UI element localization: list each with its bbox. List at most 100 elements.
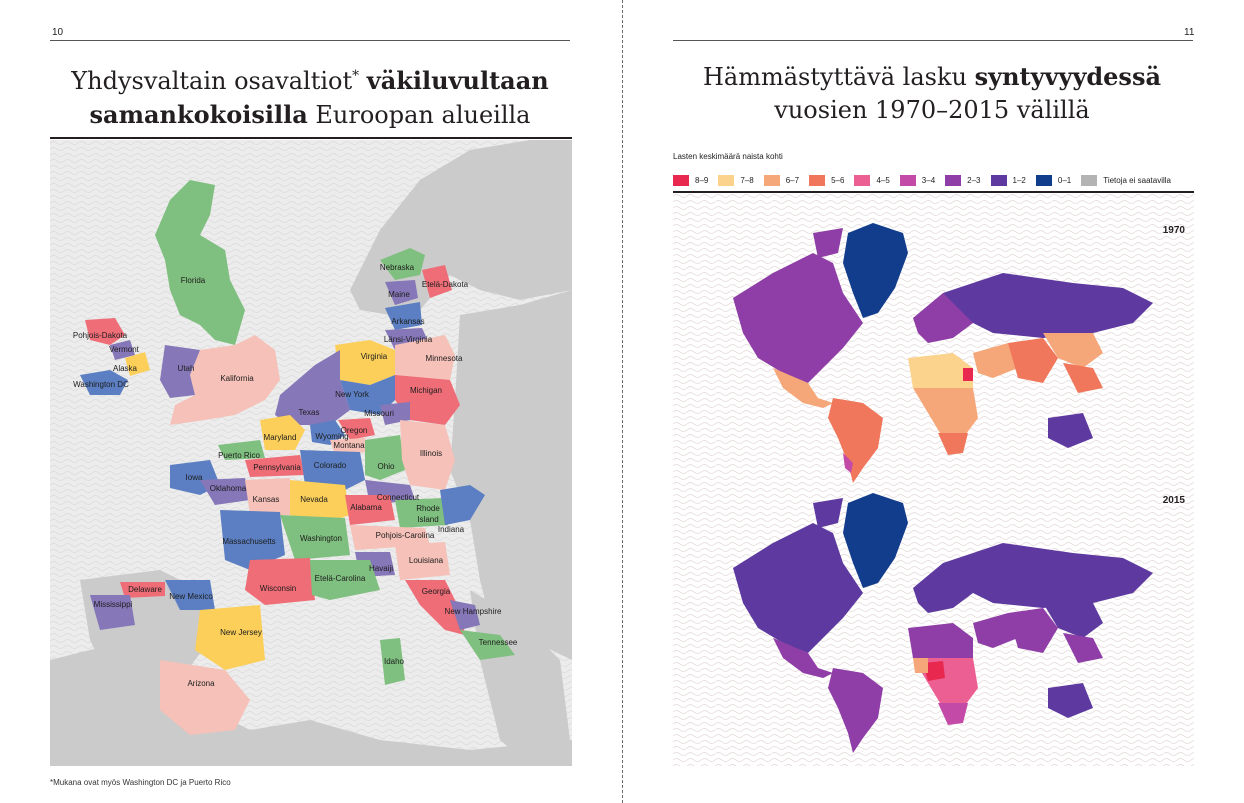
- region-oklahoma: [200, 478, 250, 505]
- region-virginia: [335, 340, 395, 385]
- region-florida: [155, 180, 245, 345]
- label-new-mexico: New Mexico: [169, 592, 213, 601]
- label-alaska: Alaska: [113, 364, 138, 373]
- legend-item: 0–1: [1035, 174, 1071, 186]
- legend-label: 5–6: [831, 175, 845, 185]
- page-number: 11: [1184, 27, 1195, 38]
- label-nevada: Nevada: [300, 495, 328, 504]
- region-rhode-island: [395, 498, 448, 528]
- world-fertility-maps: 1970 2015: [673, 193, 1194, 766]
- legend-label: 3–4: [921, 175, 936, 185]
- legend-swatch: [718, 174, 735, 186]
- label-illinois: Illinois: [420, 449, 442, 458]
- title-text: Yhdysvaltain osavaltiot: [71, 67, 353, 95]
- south-asia-2015: [1008, 608, 1058, 653]
- region-georgia: [405, 580, 465, 635]
- page-divider: [622, 0, 623, 803]
- label-arizona: Arizona: [187, 679, 215, 688]
- legend-item: 3–4: [899, 174, 936, 186]
- region-kansas: [245, 478, 290, 515]
- map-2015: [733, 493, 1153, 753]
- north-america-2015: [733, 523, 863, 653]
- north-africa: [50, 640, 572, 766]
- page-number: 10: [52, 27, 64, 38]
- legend-label: 8–9: [695, 175, 709, 185]
- label-arkansas: Arkansas: [391, 317, 424, 326]
- middle-east-1970: [973, 343, 1018, 378]
- region-pennsylvania: [245, 455, 305, 477]
- region-washington-dc: [80, 370, 128, 395]
- region-new-hampshire: [450, 600, 480, 630]
- label-pohjois-carolina: Pohjois-Carolina: [376, 531, 435, 540]
- title-rule: [50, 137, 572, 139]
- label-havaiji: Havaiji: [369, 564, 393, 573]
- top-rule: [50, 40, 570, 41]
- label-oregon: Oregon: [341, 426, 368, 435]
- label-vermont: Vermont: [109, 345, 140, 354]
- label-nebraska: Nebraska: [380, 263, 415, 272]
- africa-central-1970: [913, 388, 978, 438]
- region-puerto-rico: [218, 440, 265, 460]
- region-etela-carolina: [310, 560, 380, 600]
- region-ohio: [365, 435, 405, 480]
- title-bold: samankokoisilla: [89, 100, 308, 129]
- africa-south-2015: [938, 703, 968, 725]
- region-etela-dakota: [422, 265, 452, 298]
- label-michigan: Michigan: [410, 386, 442, 395]
- australia-1970: [1048, 413, 1093, 448]
- region-new-jersey: [195, 605, 265, 670]
- africa-hotspot-2015: [923, 661, 945, 681]
- region-arizona: [160, 660, 250, 735]
- title-text: vuosien 1970–2015 välillä: [774, 96, 1090, 124]
- legend-item: 2–3: [945, 174, 981, 186]
- region-tennessee: [460, 630, 515, 660]
- label-wyoming: Wyoming: [315, 432, 348, 441]
- label-wisconsin: Wisconsin: [260, 584, 296, 593]
- legend-item: 8–9: [673, 174, 709, 186]
- legend-swatch: [854, 174, 871, 186]
- region-pohjois-carolina: [350, 525, 430, 550]
- label-idaho: Idaho: [384, 657, 405, 666]
- legend-item: Tietoja ei saatavilla: [1081, 174, 1171, 186]
- label-montana: Montana: [333, 441, 365, 450]
- region-kalifornia: [170, 335, 280, 425]
- label-minnesota: Minnesota: [426, 354, 463, 363]
- label-maryland: Maryland: [264, 433, 297, 442]
- year-label-1970: 1970: [1163, 225, 1186, 236]
- china-2015: [1043, 603, 1103, 638]
- legend-swatch: [673, 174, 689, 186]
- canada-arctic-1970: [813, 228, 843, 258]
- region-nevada: [290, 480, 350, 525]
- south-asia-1970: [1008, 338, 1058, 383]
- map-1970: [733, 223, 1153, 483]
- label-missouri: Missouri: [364, 409, 394, 418]
- label-rhode: Rhode: [416, 504, 440, 513]
- label-indiana: Indiana: [438, 525, 465, 534]
- region-maryland: [260, 415, 305, 450]
- label-maine: Maine: [388, 290, 410, 299]
- label-alabama: Alabama: [350, 503, 382, 512]
- legend-swatch: [763, 174, 780, 186]
- africa-west-2015: [913, 658, 928, 673]
- title-bold: syntyvyydessä: [974, 62, 1162, 91]
- page-title: Hämmästyttävä lasku syntyvyydessä vuosie…: [642, 60, 1222, 127]
- region-new-mexico: [165, 580, 215, 610]
- label-pennsylvania: Pennsylvania: [253, 463, 301, 472]
- legend-label: 6–7: [785, 175, 800, 185]
- south-america-2015: [828, 668, 883, 753]
- legend-item: 7–8: [718, 174, 754, 186]
- label-ohio: Ohio: [378, 462, 395, 471]
- region-massachusetts: [220, 510, 285, 570]
- region-michigan: [395, 375, 460, 425]
- region-missouri: [380, 402, 410, 425]
- southeast-asia-1970: [1063, 363, 1103, 393]
- region-washington: [280, 515, 350, 560]
- north-america-1970: [733, 253, 863, 383]
- year-label-2015: 2015: [1163, 495, 1186, 506]
- legend-rule: [673, 191, 1194, 193]
- label-washington: Washington: [300, 534, 342, 543]
- label-massachusetts: Massachusetts: [222, 537, 275, 546]
- label-new-hampshire: New Hampshire: [445, 607, 502, 616]
- legend-swatch: [809, 174, 826, 186]
- legend-label: Tietoja ei saatavilla: [1103, 175, 1171, 185]
